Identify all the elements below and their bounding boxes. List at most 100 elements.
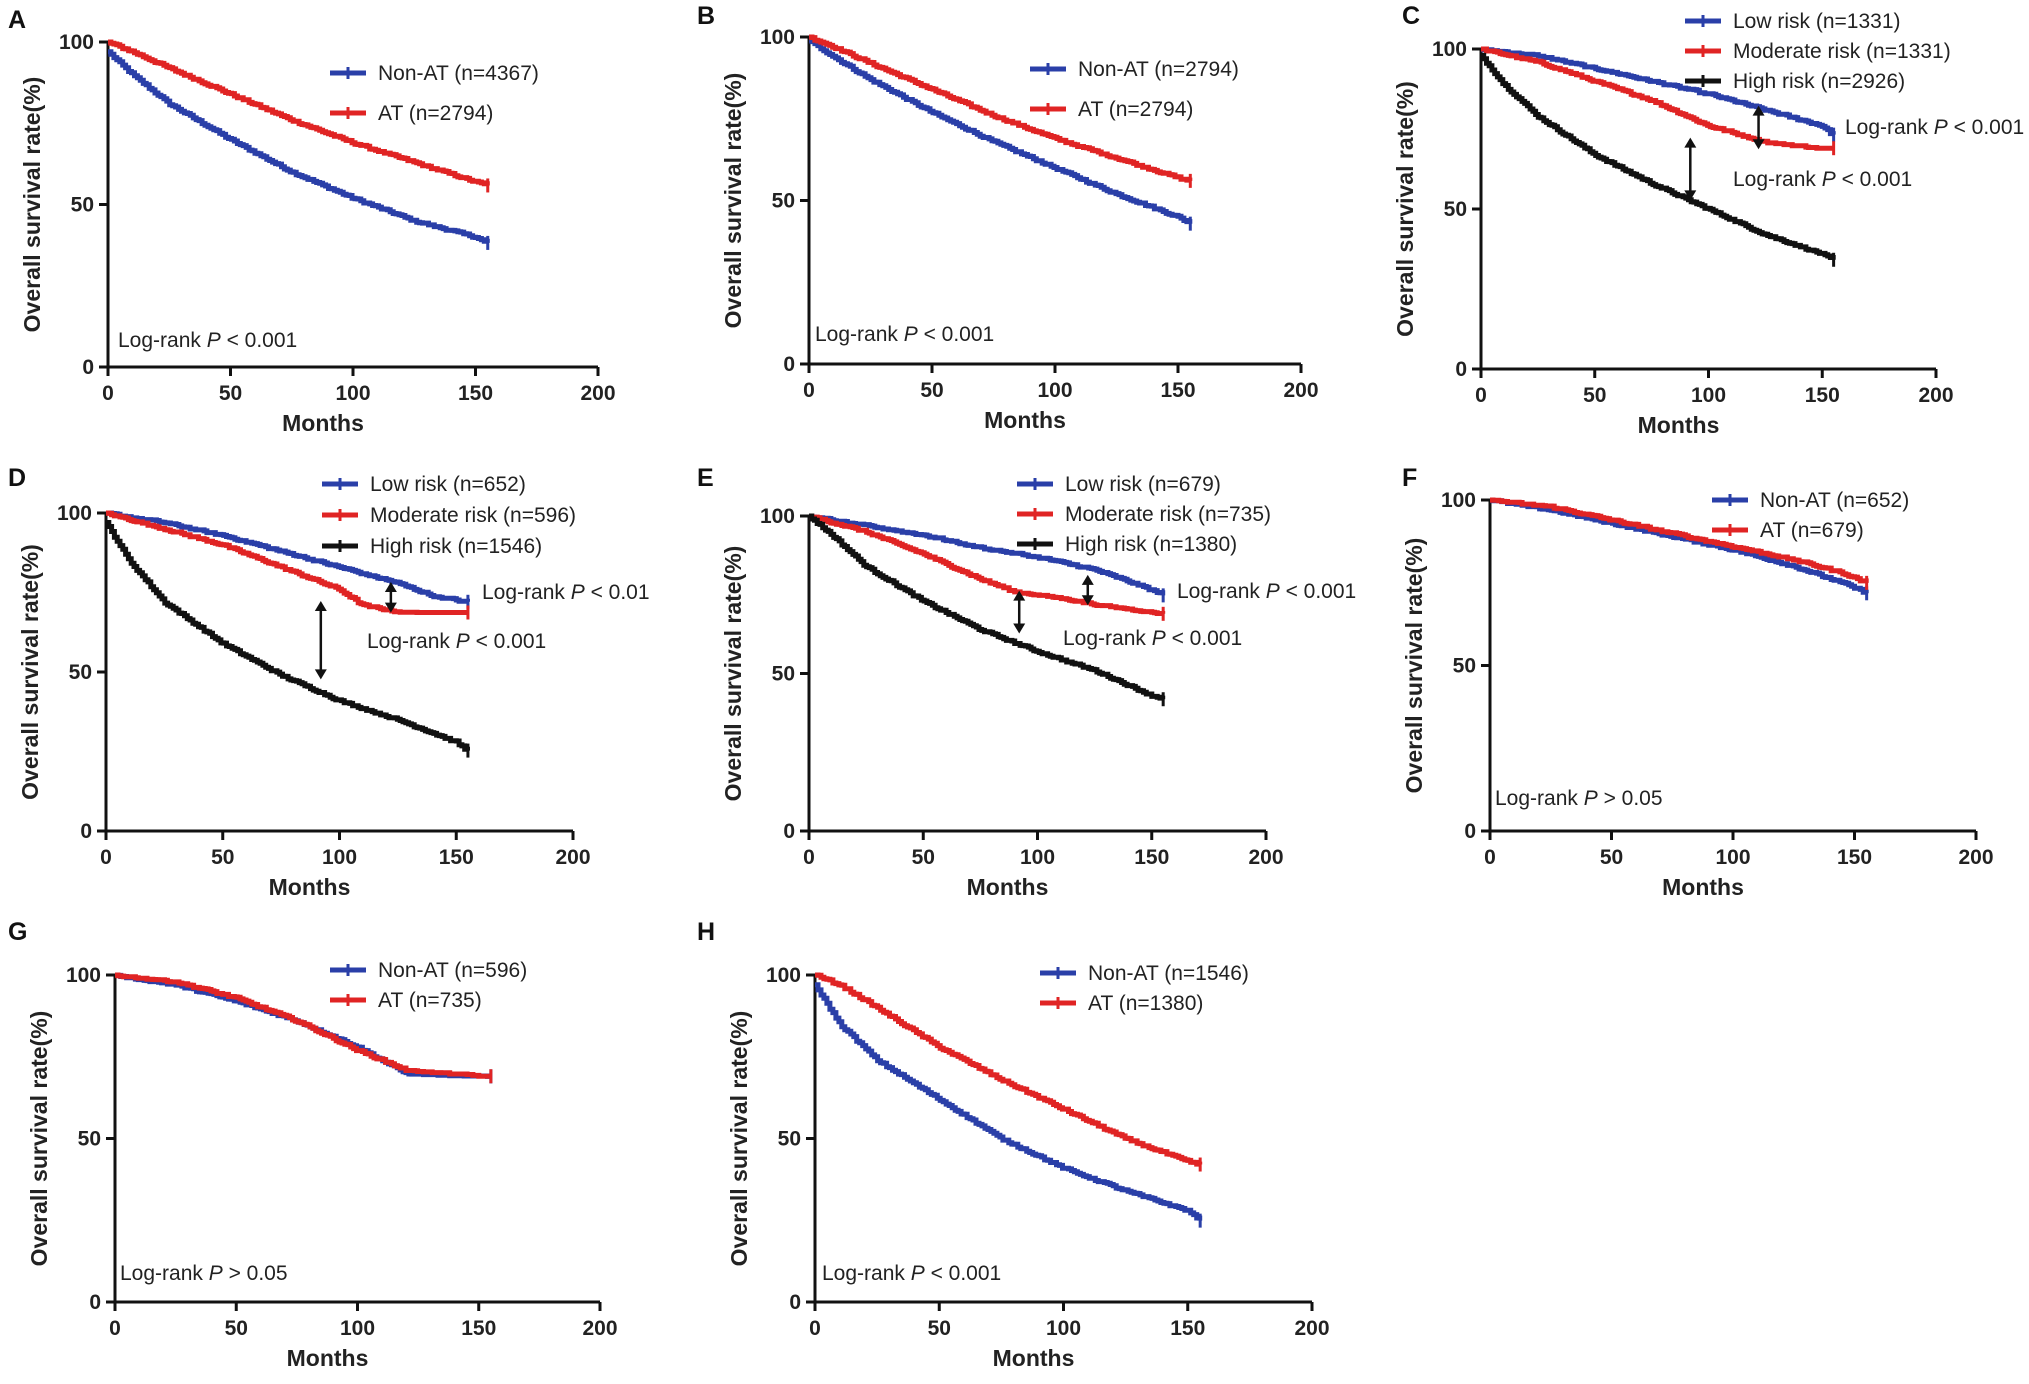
legend-label: Non-AT (n=4367) [378, 62, 539, 85]
y-tick-label: 50 [772, 190, 795, 213]
x-tick-label: 0 [1475, 384, 1487, 407]
y-tick-label: 0 [1455, 358, 1467, 381]
survival-curve [1481, 46, 1834, 151]
arrow-head-up [1684, 137, 1697, 148]
arrow-head-down [1684, 190, 1697, 201]
logrank-label: Log-rank P < 0.001 [367, 630, 546, 653]
legend-label: AT (n=679) [1760, 519, 1864, 542]
y-axis-label: Overall survival rate(%) [1392, 81, 1418, 337]
x-tick-label: 200 [1248, 846, 1283, 869]
logrank-label: Log-rank P < 0.001 [1845, 116, 2024, 139]
y-tick-label: 0 [80, 820, 92, 843]
arrow-head-up [1752, 105, 1765, 116]
x-axis-label: Months [1662, 874, 1744, 900]
x-tick-label: 150 [439, 846, 474, 869]
comparison-arrow [1013, 590, 1026, 634]
x-tick-label: 200 [1283, 379, 1318, 402]
x-tick-label: 0 [803, 846, 815, 869]
legend-label: Low risk (n=679) [1065, 473, 1221, 496]
y-axis-label: Overall survival rate(%) [19, 77, 45, 333]
arrow-head-up [1013, 590, 1026, 601]
comparison-arrow [384, 581, 397, 613]
legend-label: Non-AT (n=596) [378, 959, 527, 982]
x-tick-label: 50 [1583, 384, 1606, 407]
logrank-label: Log-rank P < 0.001 [1063, 627, 1242, 650]
panel-c: C 0 50 100 150 200 0 50 100 Months Overall surviva… [1392, 2, 2024, 438]
legend-entry: Moderate risk (n=735) [1017, 503, 1271, 526]
survival-curve [1490, 497, 1869, 595]
arrow-head-down [1013, 623, 1026, 634]
x-axis-label: Months [282, 410, 364, 436]
legend-entry: Non-AT (n=652) [1712, 489, 1909, 512]
panel-letter: B [697, 2, 715, 30]
survival-curve [106, 510, 470, 604]
legend-label: AT (n=2794) [1078, 98, 1193, 121]
survival-curve [809, 34, 1193, 183]
x-tick-label: 0 [809, 1317, 821, 1340]
y-tick-label: 0 [783, 353, 795, 376]
survival-curve [809, 37, 1193, 225]
legend-entry: Non-AT (n=1546) [1040, 962, 1249, 985]
y-tick-label: 50 [69, 661, 92, 684]
arrow-head-down [314, 669, 327, 680]
comparison-arrow [1081, 574, 1094, 606]
panel-e: E 0 50 100 150 200 0 50 100 Months Overall surviva… [697, 464, 1356, 900]
x-axis-label: Months [984, 407, 1066, 433]
panel-h: H 0 50 100 150 200 0 50 100 Months Overall surviva… [697, 918, 1330, 1371]
x-tick-label: 200 [582, 1317, 617, 1340]
x-axis-label: Months [287, 1345, 369, 1371]
y-tick-label: 50 [71, 194, 94, 217]
legend-label: Non-AT (n=652) [1760, 489, 1909, 512]
y-tick-label: 0 [783, 820, 795, 843]
x-tick-label: 0 [109, 1317, 121, 1340]
panel-b: B 0 50 100 150 200 0 50 100 Months Overall surviva… [697, 2, 1319, 433]
x-tick-label: 50 [1600, 846, 1623, 869]
x-tick-label: 100 [340, 1317, 375, 1340]
x-tick-label: 150 [461, 1317, 496, 1340]
x-axis-label: Months [269, 874, 351, 900]
x-tick-label: 50 [928, 1317, 951, 1340]
survival-curve [1481, 52, 1836, 260]
x-tick-label: 50 [219, 382, 242, 405]
arrow-head-down [1081, 595, 1094, 606]
legend-label: Moderate risk (n=735) [1065, 503, 1271, 526]
legend-entry: Low risk (n=652) [322, 473, 526, 496]
survival-curve [106, 520, 470, 752]
comparison-arrow [1752, 105, 1765, 150]
x-tick-label: 100 [1691, 384, 1726, 407]
panel-a: A 0 50 100 150 200 0 50 100 Months Overall surviva… [8, 6, 616, 436]
x-tick-label: 200 [580, 382, 615, 405]
panel-letter: D [8, 464, 26, 492]
y-axis-label: Overall survival rate(%) [720, 546, 746, 802]
y-tick-label: 100 [66, 964, 101, 987]
x-tick-label: 150 [1805, 384, 1840, 407]
x-tick-label: 50 [211, 846, 234, 869]
legend-label: Non-AT (n=1546) [1088, 962, 1249, 985]
x-tick-label: 100 [1046, 1317, 1081, 1340]
legend-entry: Non-AT (n=596) [330, 959, 527, 982]
legend-entry: AT (n=2794) [1030, 98, 1193, 121]
panel-d: D 0 50 100 150 200 0 50 100 Months Overall surviva… [8, 464, 650, 900]
y-axis-label: Overall survival rate(%) [17, 544, 43, 800]
y-tick-label: 100 [760, 26, 795, 49]
panel-letter: A [8, 6, 26, 34]
survival-curve [1490, 497, 1869, 584]
logrank-label: Log-rank P < 0.001 [822, 1262, 1001, 1285]
x-tick-label: 200 [1294, 1317, 1329, 1340]
y-tick-label: 50 [772, 663, 795, 686]
x-tick-label: 150 [1170, 1317, 1205, 1340]
legend-entry: AT (n=679) [1712, 519, 1864, 542]
y-tick-label: 100 [760, 505, 795, 528]
panel-f: F 0 50 100 150 200 0 50 100 Months Overall surviva… [1401, 464, 1994, 900]
survival-curve [815, 972, 1203, 1167]
x-tick-label: 150 [1134, 846, 1169, 869]
panel-letter: E [697, 464, 714, 492]
y-axis-label: Overall survival rate(%) [726, 1011, 752, 1267]
logrank-label: Log-rank P < 0.001 [815, 323, 994, 346]
survival-curve [809, 513, 1166, 596]
x-tick-label: 100 [1020, 846, 1055, 869]
panel-letter: F [1402, 464, 1417, 492]
x-tick-label: 100 [322, 846, 357, 869]
legend-entry: AT (n=735) [330, 989, 482, 1012]
y-axis-label: Overall survival rate(%) [1401, 538, 1427, 794]
